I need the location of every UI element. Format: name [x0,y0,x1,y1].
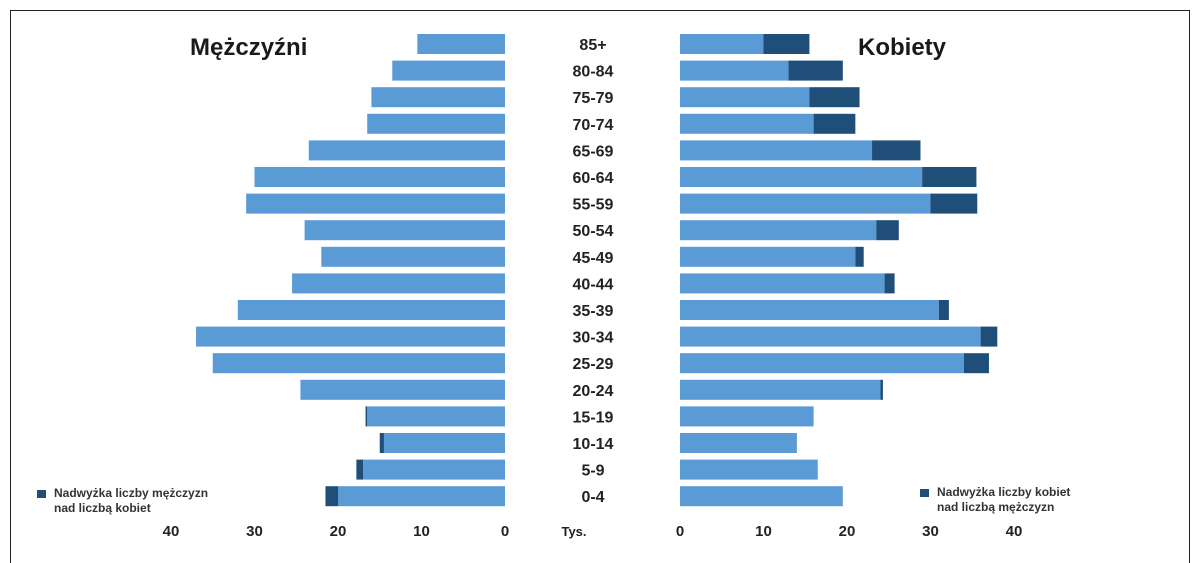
age-label-60-64: 60-64 [573,170,614,187]
tick-right-0: 0 [676,523,684,540]
tick-left-20: 20 [330,523,347,540]
age-label-0-4: 0-4 [581,489,604,506]
bar-female-85+ [680,34,764,54]
age-group-labels: 85+ 80-84 75-79 70-74 65-69 60-64 55-59 50-54 45… [573,37,614,506]
age-label-75-79: 75-79 [573,90,614,107]
bar-female-75-79 [680,87,810,108]
bar-female-35-39 [680,300,939,320]
male-bars [196,34,506,507]
bar-female-surplus-45-49 [855,246,864,267]
bar-female-surplus-40-44 [884,273,895,294]
legend-male-surplus: Nadwyżka liczby mężczyzn nad liczbą kobi… [37,486,208,516]
bar-female-5-9 [680,459,818,480]
bar-male-15-19 [367,406,505,427]
age-label-40-44: 40-44 [573,276,614,293]
bar-male-60-64 [254,167,505,187]
bar-male-25-29 [212,353,505,374]
legend-female-surplus: Nadwyżka liczby kobiet nad liczbą mężczy… [920,485,1070,515]
chart-frame [10,10,1190,563]
tick-left-40: 40 [163,523,180,540]
bar-female-surplus-25-29 [963,353,989,374]
bar-female-40-44 [680,273,885,294]
bar-female-surplus-70-74 [813,113,856,134]
bar-female-surplus-35-39 [938,300,949,320]
bar-male-50-54 [304,220,505,241]
age-label-15-19: 15-19 [573,409,614,426]
bar-male-45-49 [321,246,505,267]
bar-male-65-69 [308,140,505,161]
age-label-85+: 85+ [579,37,606,54]
bar-female-surplus-55-59 [930,193,978,214]
bar-male-75-79 [371,87,505,108]
tick-left-0: 0 [501,523,509,540]
age-label-5-9: 5-9 [581,463,604,480]
bar-male-5-9 [363,459,505,480]
title-men: Mężczyźni [190,34,308,61]
tick-right-20: 20 [839,523,856,540]
legend-swatch-male-surplus [37,490,46,498]
tick-right-10: 10 [755,523,772,540]
bar-male-10-14 [383,433,505,453]
axis-tick-labels: 40 30 20 10 0 0 10 20 30 40 Tys. [163,523,1023,540]
bar-female-surplus-20-24 [880,379,883,400]
age-label-70-74: 70-74 [573,117,614,134]
bar-female-70-74 [680,113,814,134]
tick-left-10: 10 [413,523,430,540]
unit-label: Tys. [561,524,586,539]
legend-swatch-female-surplus [920,489,929,497]
age-label-35-39: 35-39 [573,303,614,320]
bar-male-35-39 [237,300,506,320]
bar-male-80-84 [392,60,505,81]
bar-male-surplus-5-9 [356,459,364,480]
tick-right-30: 30 [922,523,939,540]
bar-female-surplus-80-84 [788,60,843,81]
bar-male-70-74 [367,113,505,134]
bar-female-surplus-75-79 [809,87,860,108]
age-label-20-24: 20-24 [573,383,614,400]
bar-female-55-59 [680,193,931,214]
legend-label-male-surplus: Nadwyżka liczby mężczyzn nad liczbą kobi… [54,486,209,515]
legend-label-female-surplus: Nadwyżka liczby kobiet nad liczbą mężczy… [937,485,1071,514]
age-label-55-59: 55-59 [573,197,614,214]
bar-female-60-64 [680,167,923,187]
age-label-30-34: 30-34 [573,330,614,347]
bar-female-10-14 [680,433,797,453]
bar-female-0-4 [680,486,843,507]
bar-male-0-4 [338,486,505,507]
bar-female-surplus-30-34 [980,326,998,347]
bar-female-20-24 [680,379,881,400]
bar-male-surplus-15-19 [365,406,368,427]
bar-male-85+ [417,34,505,54]
bar-female-50-54 [680,220,877,241]
age-label-45-49: 45-49 [573,250,614,267]
bar-female-25-29 [680,353,964,374]
age-label-25-29: 25-29 [573,356,614,373]
bar-male-30-34 [196,326,506,347]
bar-female-surplus-60-64 [922,167,977,187]
bar-female-80-84 [680,60,789,81]
age-label-50-54: 50-54 [573,223,614,240]
bar-male-20-24 [300,379,505,400]
bar-male-40-44 [292,273,505,294]
bar-female-30-34 [680,326,981,347]
bar-female-15-19 [680,406,814,427]
tick-left-30: 30 [246,523,263,540]
age-label-10-14: 10-14 [573,436,614,453]
bar-female-45-49 [680,246,856,267]
bar-male-surplus-0-4 [325,486,338,507]
bar-male-55-59 [246,193,505,214]
age-label-80-84: 80-84 [573,64,614,81]
bar-female-surplus-65-69 [872,140,921,161]
bar-female-surplus-85+ [763,34,810,54]
tick-right-40: 40 [1006,523,1023,540]
bar-male-surplus-10-14 [379,433,384,453]
bar-female-65-69 [680,140,873,161]
title-women: Kobiety [858,34,947,61]
female-bars [680,34,998,507]
age-label-65-69: 65-69 [573,143,614,160]
bar-female-surplus-50-54 [876,220,899,241]
